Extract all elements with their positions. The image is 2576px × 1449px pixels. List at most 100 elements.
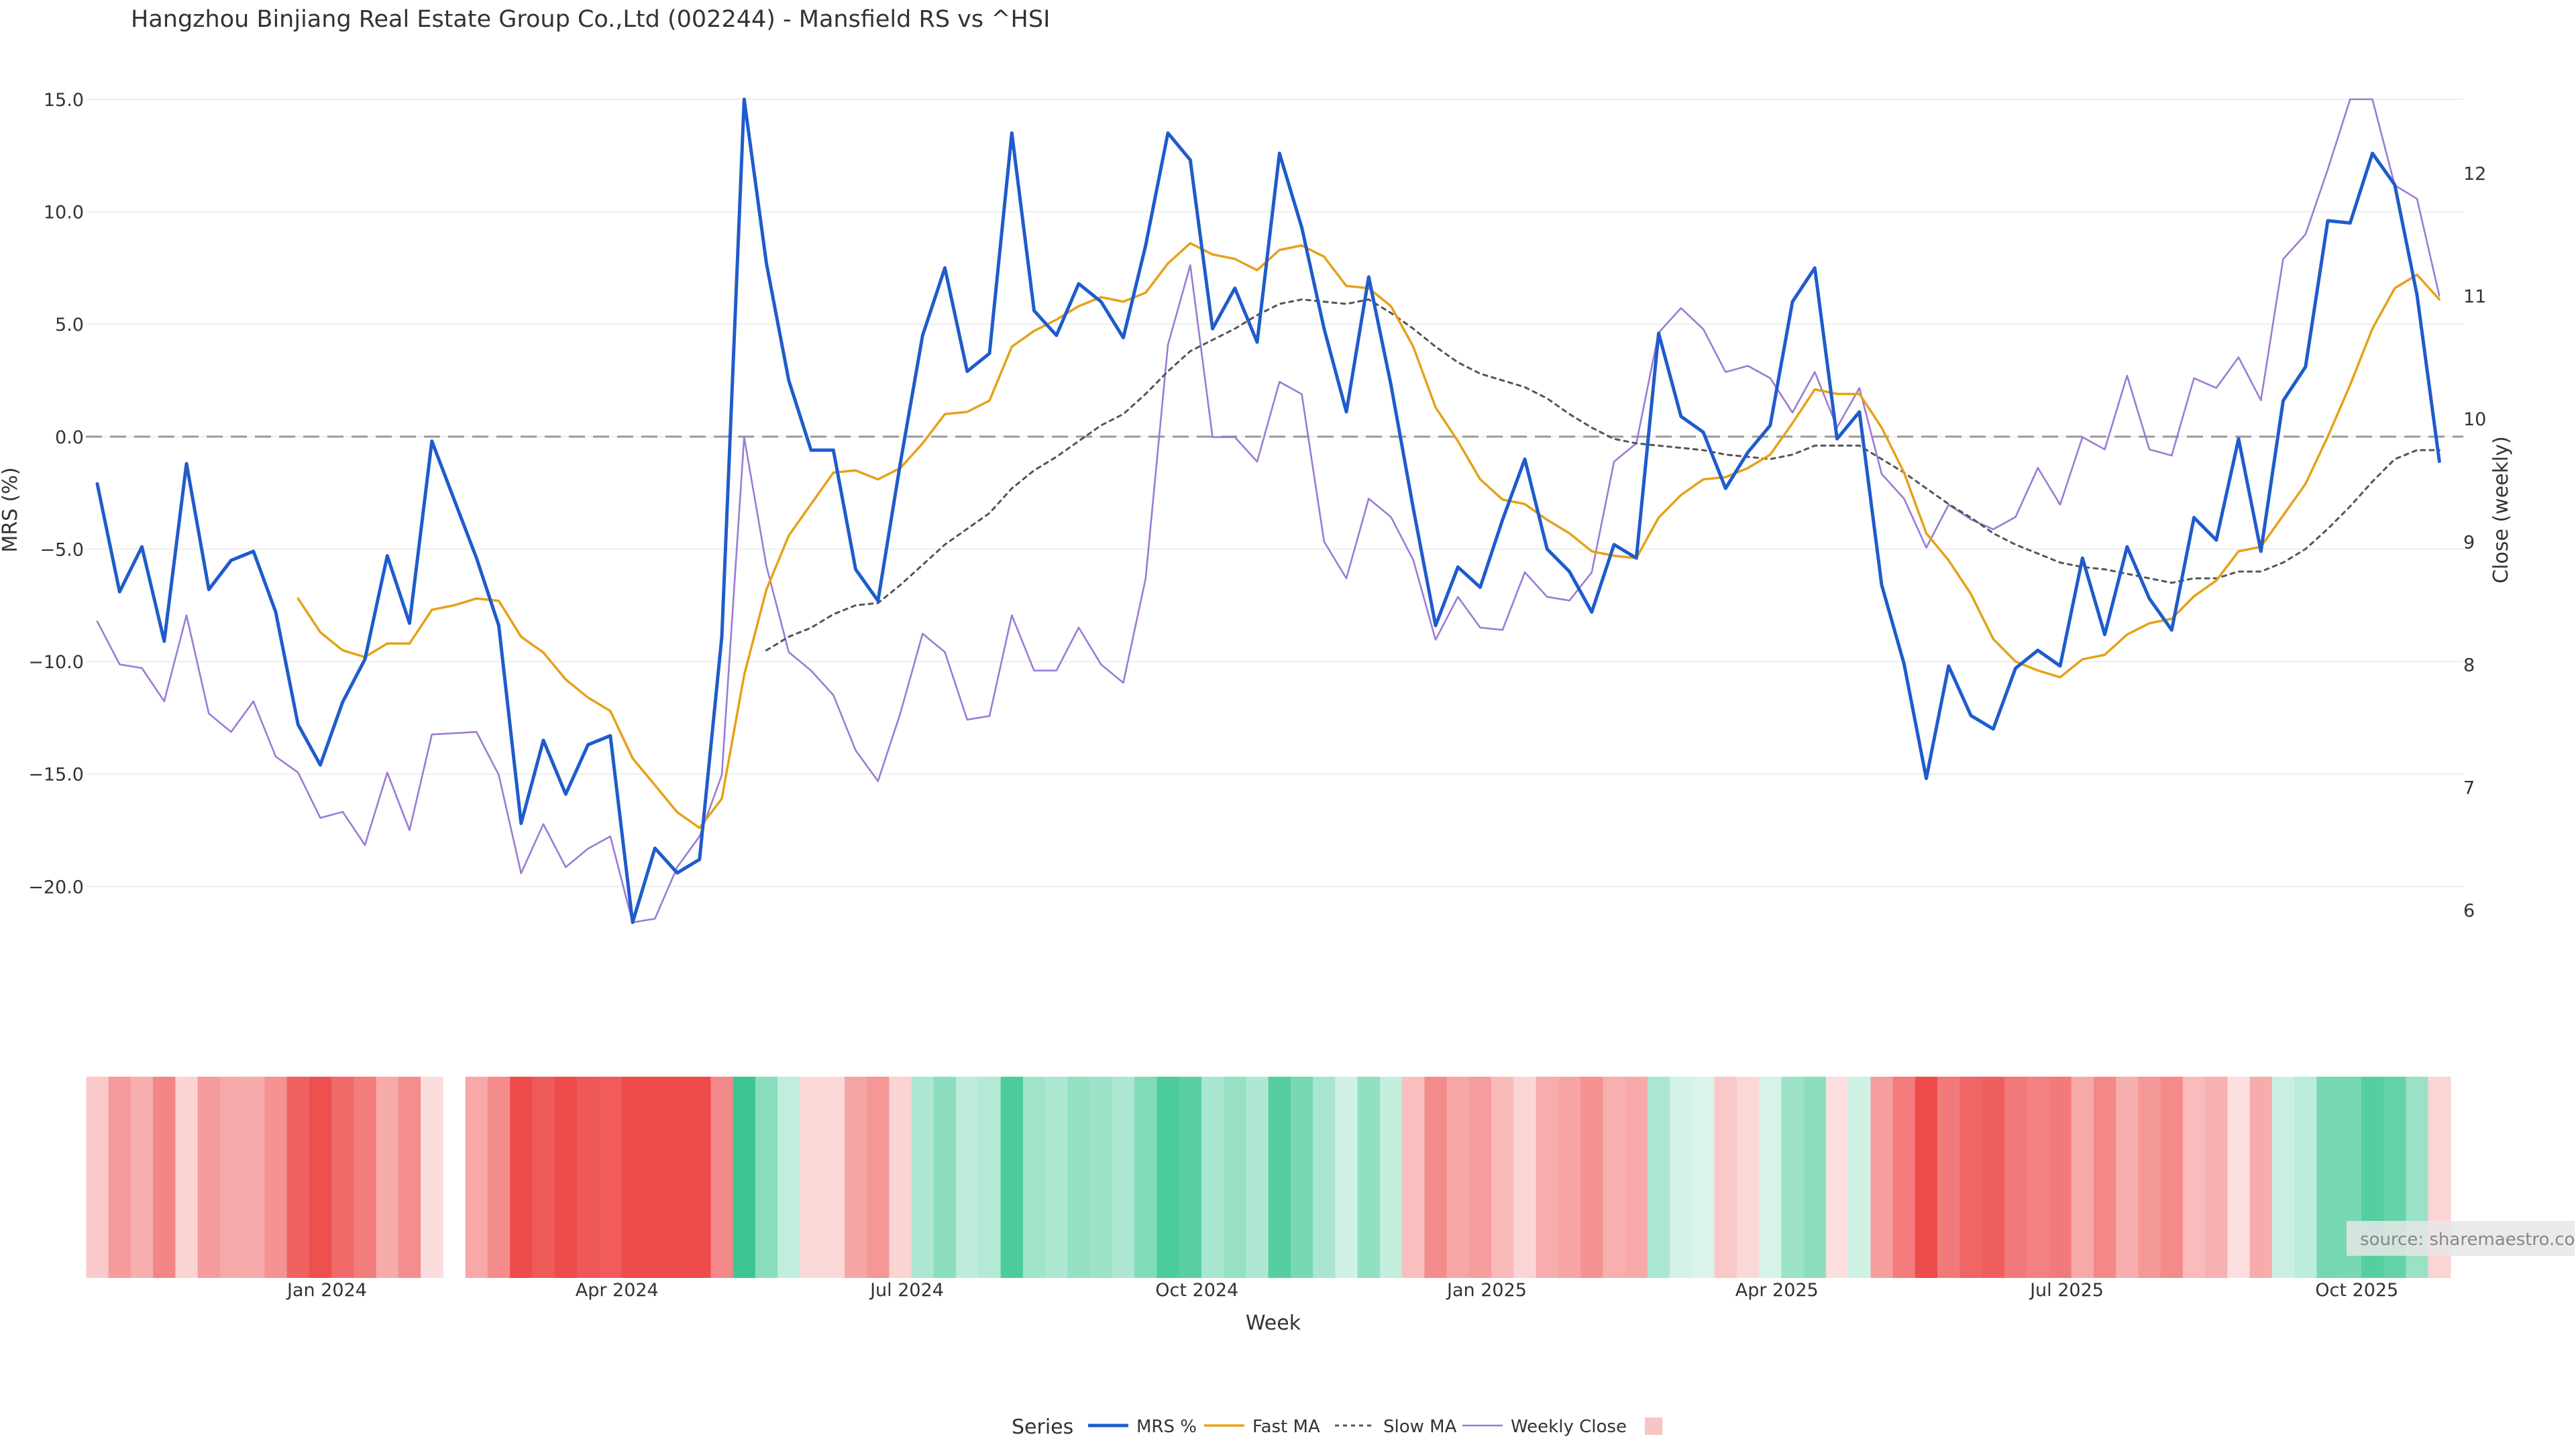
right-axis-ticks: 6 7 8 9 10 11 12 (2463, 164, 2486, 922)
strip-cell (1000, 1077, 1024, 1278)
strip-cell (1803, 1077, 1827, 1278)
legend-label: Fast MA (1252, 1417, 1320, 1437)
series-line-weekly-close (96, 98, 2440, 924)
left-tick-label: 15.0 (44, 90, 84, 111)
strip-cell (86, 1077, 109, 1278)
legend-label: Slow MA (1383, 1417, 1457, 1437)
strip-cell (197, 1077, 221, 1278)
strip-cell (1625, 1077, 1648, 1278)
strip-cell (1357, 1077, 1381, 1278)
strip-cell (1224, 1077, 1246, 1278)
strip-cell (264, 1077, 288, 1278)
series-line-slow-ma (765, 298, 2440, 651)
strip-cell (822, 1077, 845, 1278)
strip-cell (1112, 1077, 1135, 1278)
series-layer (95, 97, 2441, 924)
strip-cell (1089, 1077, 1113, 1278)
strip-cell (2071, 1077, 2094, 1278)
strip-cell (1937, 1077, 1960, 1278)
strip-cell (2205, 1077, 2228, 1278)
strip-cell (487, 1077, 511, 1278)
strip-cell (599, 1077, 622, 1278)
strip-cell (309, 1077, 332, 1278)
left-tick-label: 5.0 (55, 315, 84, 335)
strip-cell (844, 1077, 867, 1278)
strip-cell (1536, 1077, 1559, 1278)
source-label: source: sharemaestro.com (2360, 1230, 2576, 1250)
x-tick-label: Apr 2024 (576, 1280, 659, 1301)
strip-cell (1558, 1077, 1581, 1278)
x-tick-label: Jul 2024 (869, 1280, 944, 1301)
strip-cell (219, 1077, 243, 1278)
legend-label: Weekly Close (1511, 1417, 1627, 1437)
strip-cell (1379, 1077, 1403, 1278)
strip-cell (1313, 1077, 1336, 1278)
strip-cell (554, 1077, 578, 1278)
strip-cell (800, 1077, 823, 1278)
strip-cell (108, 1077, 131, 1278)
strip-cell (1402, 1077, 1425, 1278)
strip-cell (2227, 1077, 2251, 1278)
x-tick-label: Jan 2024 (286, 1280, 367, 1301)
strip-cell (1335, 1077, 1358, 1278)
strip-cell (665, 1077, 689, 1278)
strip-cell (2249, 1077, 2273, 1278)
strip-cell (1424, 1077, 1448, 1278)
strip-cell (1022, 1077, 1046, 1278)
left-tick-label: 10.0 (44, 203, 84, 223)
strip-cell (1759, 1077, 1782, 1278)
x-tick-label: Oct 2024 (1155, 1280, 1238, 1301)
left-axis-ticks: 15.0 10.0 5.0 0.0 −5.0 −10.0 −15.0 −20.0 (28, 90, 84, 898)
strip-cell (153, 1077, 176, 1278)
strip-cell (688, 1077, 711, 1278)
strip-cell (1870, 1077, 1894, 1278)
x-tick-label: Oct 2025 (2315, 1280, 2398, 1301)
legend-title: Series (1012, 1415, 1073, 1439)
strip-cell (755, 1077, 778, 1278)
strip-cell (1982, 1077, 2005, 1278)
strip-cell (2316, 1077, 2340, 1278)
left-tick-label: −15.0 (28, 765, 84, 786)
strip-cell (1692, 1077, 1715, 1278)
strip-cell (1179, 1077, 1202, 1278)
strip-cell (2294, 1077, 2317, 1278)
strip-cell (175, 1077, 199, 1278)
strip-cell (1201, 1077, 1224, 1278)
strip-cell (1134, 1077, 1157, 1278)
source-label-background (2347, 1221, 2575, 1256)
series-line-mrs (95, 97, 2441, 924)
strip-cell (2138, 1077, 2161, 1278)
strip-cell (1647, 1077, 1670, 1278)
strip-cell (2027, 1077, 2049, 1278)
strip-cell (1603, 1077, 1626, 1278)
right-tick-label: 8 (2463, 655, 2475, 676)
strip-cell (1157, 1077, 1180, 1278)
strip-cell (1491, 1077, 1514, 1278)
strip-cell (1513, 1077, 1537, 1278)
left-tick-label: 0.0 (55, 427, 84, 448)
strip-cell (2049, 1077, 2072, 1278)
strip-cell (2116, 1077, 2139, 1278)
strip-cell (576, 1077, 600, 1278)
grid-lines (86, 99, 2463, 888)
strip-cell (510, 1077, 533, 1278)
strip-cell (354, 1077, 377, 1278)
x-tick-label: Jan 2025 (1446, 1280, 1527, 1301)
strip-cell (1290, 1077, 1313, 1278)
strip-cell (1580, 1077, 1603, 1278)
strip-cell (1468, 1077, 1492, 1278)
strip-cell (465, 1077, 488, 1278)
strip-cell (2004, 1077, 2027, 1278)
strip-cell (1825, 1077, 1849, 1278)
strip-cell (733, 1077, 756, 1278)
strip-cell (1736, 1077, 1760, 1278)
strip-cell (1714, 1077, 1737, 1278)
series-line-fast-ma (297, 241, 2441, 829)
strip-cell (2182, 1077, 2206, 1278)
strip-cell (242, 1077, 265, 1278)
strip-cell (331, 1077, 354, 1278)
strip-cell (978, 1077, 1002, 1278)
strip-cell (1067, 1077, 1091, 1278)
strip-cell (889, 1077, 912, 1278)
